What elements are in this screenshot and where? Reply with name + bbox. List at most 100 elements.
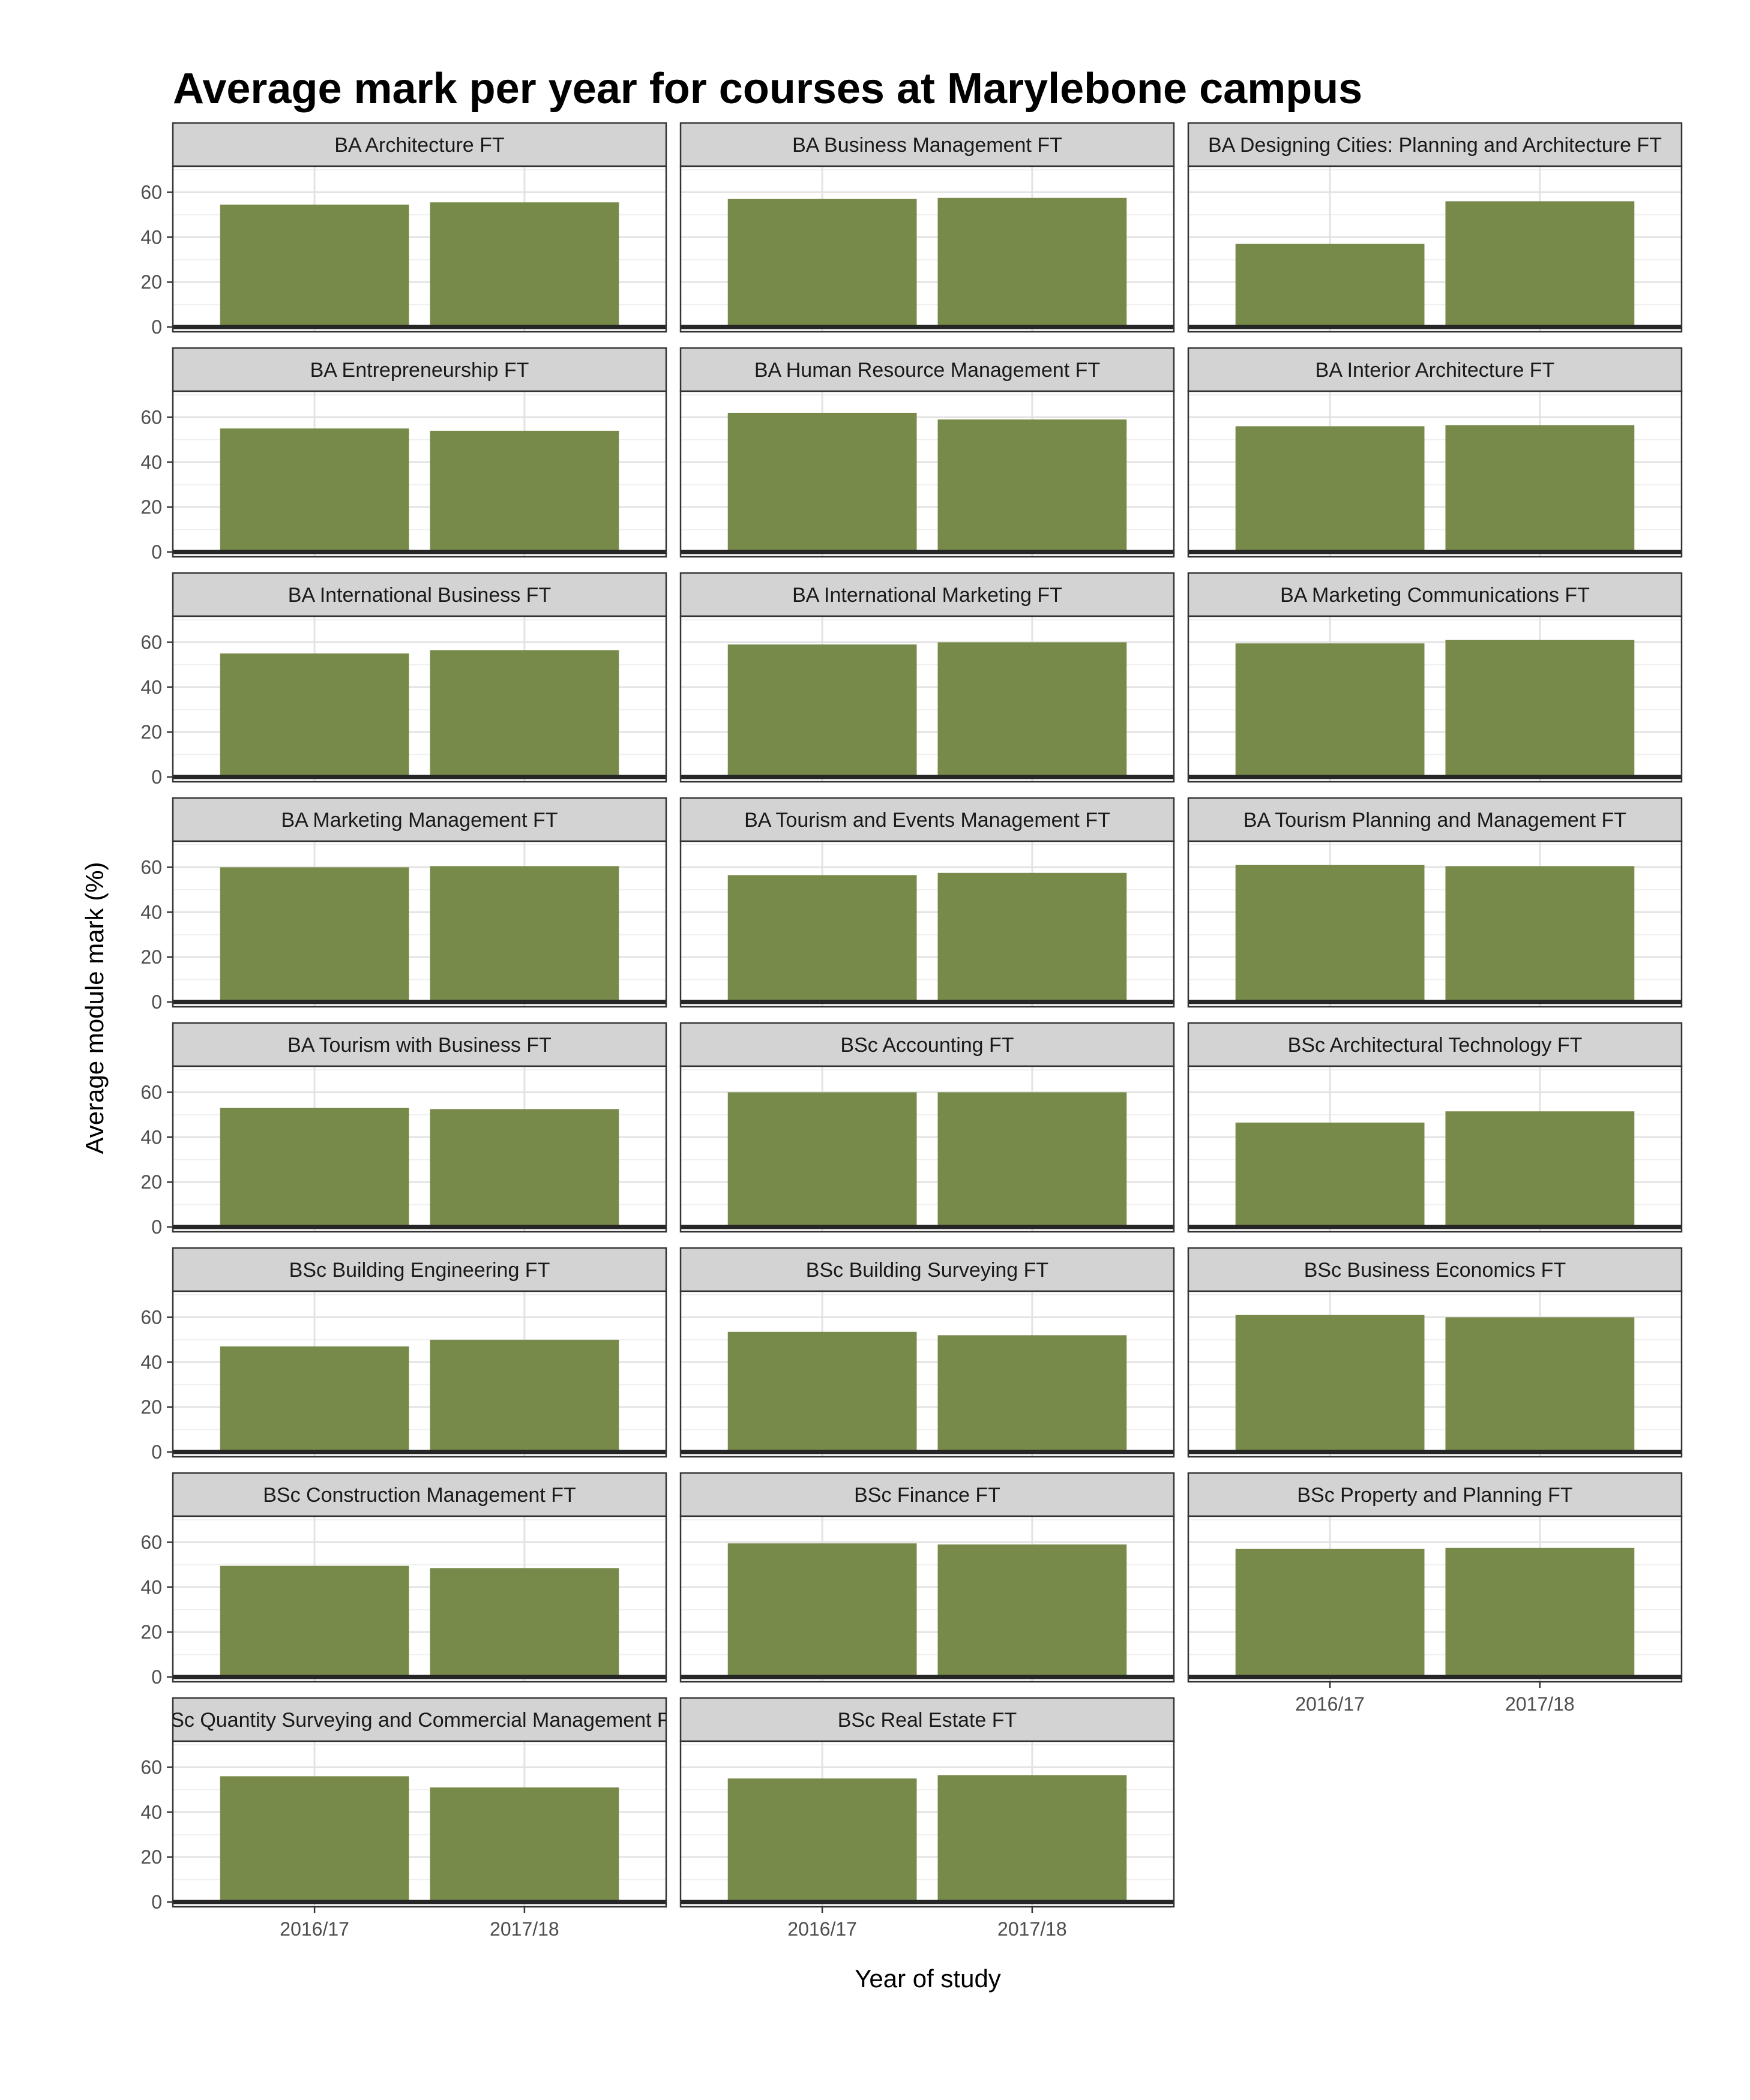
bar: [1235, 244, 1425, 327]
facet-panel: BA International Marketing FT: [679, 572, 1175, 783]
panel-border: [172, 165, 667, 333]
facet-panel: BA Business Management FT: [679, 122, 1175, 333]
bar: [1235, 1122, 1425, 1227]
y-tick-label: 20: [140, 271, 162, 293]
bar: [937, 1092, 1127, 1227]
y-tick-label: 20: [140, 496, 162, 518]
y-tick-label: 0: [151, 1666, 162, 1688]
y-tick-label: 20: [140, 721, 162, 743]
y-tick-label: 40: [140, 1576, 162, 1598]
facet-strip-label: BA Business Management FT: [792, 134, 1062, 157]
bar: [220, 1776, 409, 1902]
facet-panel: BSc Property and Planning FT 2016/17 2017/…: [1187, 1472, 1683, 1715]
panel-border: [679, 1740, 1175, 1908]
bar: [937, 1335, 1127, 1452]
bar: [727, 644, 917, 777]
y-tick-label: 60: [140, 1306, 162, 1328]
bar: [220, 867, 409, 1002]
bar: [1235, 643, 1425, 777]
facet-strip: [172, 122, 667, 167]
bar: [430, 202, 619, 327]
y-tick-label: 40: [140, 676, 162, 698]
bar: [937, 1775, 1127, 1902]
y-tick-label: 20: [140, 946, 162, 968]
facet-strip-label: BSc Business Economics FT: [1304, 1259, 1566, 1282]
bar: [220, 1346, 409, 1452]
facet-strip-label: BA Architecture FT: [334, 134, 504, 157]
facet-panel: BA Marketing Communications FT: [1187, 572, 1683, 783]
bar: [727, 199, 917, 327]
x-axis-title: Year of study: [855, 1964, 1001, 1993]
facet-strip: [679, 1472, 1175, 1517]
bar: [1445, 1547, 1635, 1677]
bar: [220, 1108, 409, 1227]
panel-border: [172, 1065, 667, 1233]
facet-strip-label: BSc Finance FT: [854, 1484, 1000, 1507]
facet-panel: BA Architecture FT 0 20 40 60: [140, 122, 667, 338]
y-tick-label: 60: [140, 181, 162, 203]
bar: [937, 419, 1127, 552]
chart-title: Average mark per year for courses at Mar…: [173, 65, 1362, 113]
facet-panel: BSc Construction Management FT 0 20 40 60: [140, 1472, 667, 1688]
bar: [937, 872, 1127, 1002]
facet-strip-label: BA Marketing Management FT: [281, 809, 558, 832]
bar: [727, 1092, 917, 1227]
facet-panel: BSc Quantity Surveying and Commercial Ma…: [140, 1697, 667, 1940]
y-tick-label: 60: [140, 856, 162, 878]
panel-border: [679, 1290, 1175, 1458]
facet-strip-label: BA Human Resource Management FT: [754, 359, 1100, 382]
facet-strip-label: BA International Business FT: [288, 584, 551, 607]
panel-border: [1187, 1065, 1683, 1233]
y-tick-label: 20: [140, 1621, 162, 1643]
panel-border: [1187, 1290, 1683, 1458]
bar: [220, 428, 409, 552]
facet-panel: BSc Building Surveying FT: [679, 1247, 1175, 1458]
bar: [937, 642, 1127, 777]
facet-strip-label: BSc Building Engineering FT: [289, 1259, 550, 1282]
bar: [220, 653, 409, 777]
facet-strip: [1187, 1247, 1683, 1292]
y-tick-label: 60: [140, 631, 162, 653]
bar: [430, 1339, 619, 1452]
y-tick-label: 20: [140, 1846, 162, 1868]
bar: [430, 650, 619, 777]
bar: [430, 430, 619, 552]
facet-panel: BA Interior Architecture FT: [1187, 347, 1683, 558]
y-tick-label: 0: [151, 766, 162, 788]
facet-panel: BA Tourism and Events Management FT: [679, 797, 1175, 1008]
bar: [1445, 866, 1635, 1002]
facet-panel: BSc Real Estate FT 2016/17 2017/18: [679, 1697, 1175, 1940]
panel-border: [172, 615, 667, 783]
bar: [1235, 426, 1425, 552]
panel-border: [1187, 165, 1683, 333]
y-tick-label: 20: [140, 1171, 162, 1193]
facet-panel: BA International Business FT 0 20 40 60: [140, 572, 667, 788]
y-tick-label: 60: [140, 406, 162, 428]
bar: [1445, 1317, 1635, 1452]
panel-border: [172, 840, 667, 1008]
panel-border: [1187, 615, 1683, 783]
bar: [727, 875, 917, 1002]
facet-strip-label: BSc Real Estate FT: [838, 1709, 1017, 1732]
facet-panel: BSc Building Engineering FT 0 20 40 60: [140, 1247, 667, 1463]
facet-panel: BA Marketing Management FT 0 20 40 60: [140, 797, 667, 1013]
facet-strip-label: BA Designing Cities: Planning and Archit…: [1208, 134, 1662, 157]
panel-border: [172, 1515, 667, 1683]
y-tick-label: 40: [140, 1801, 162, 1823]
facet-panel: BA Entrepreneurship FT 0 20 40 60: [140, 347, 667, 563]
panel-border: [1187, 1515, 1683, 1683]
x-tick-label: 2017/18: [490, 1918, 559, 1940]
x-tick-label: 2016/17: [1295, 1693, 1365, 1715]
facet-strip: [679, 1697, 1175, 1742]
panel-border: [679, 390, 1175, 558]
panel-border: [172, 1290, 667, 1458]
y-tick-label: 60: [140, 1756, 162, 1778]
panel-border: [679, 165, 1175, 333]
y-tick-label: 60: [140, 1081, 162, 1103]
bar: [937, 1544, 1127, 1677]
y-tick-label: 0: [151, 541, 162, 563]
facet-strip-label: BA Tourism with Business FT: [287, 1034, 552, 1057]
bar: [1235, 1315, 1425, 1452]
y-tick-label: 40: [140, 1126, 162, 1148]
